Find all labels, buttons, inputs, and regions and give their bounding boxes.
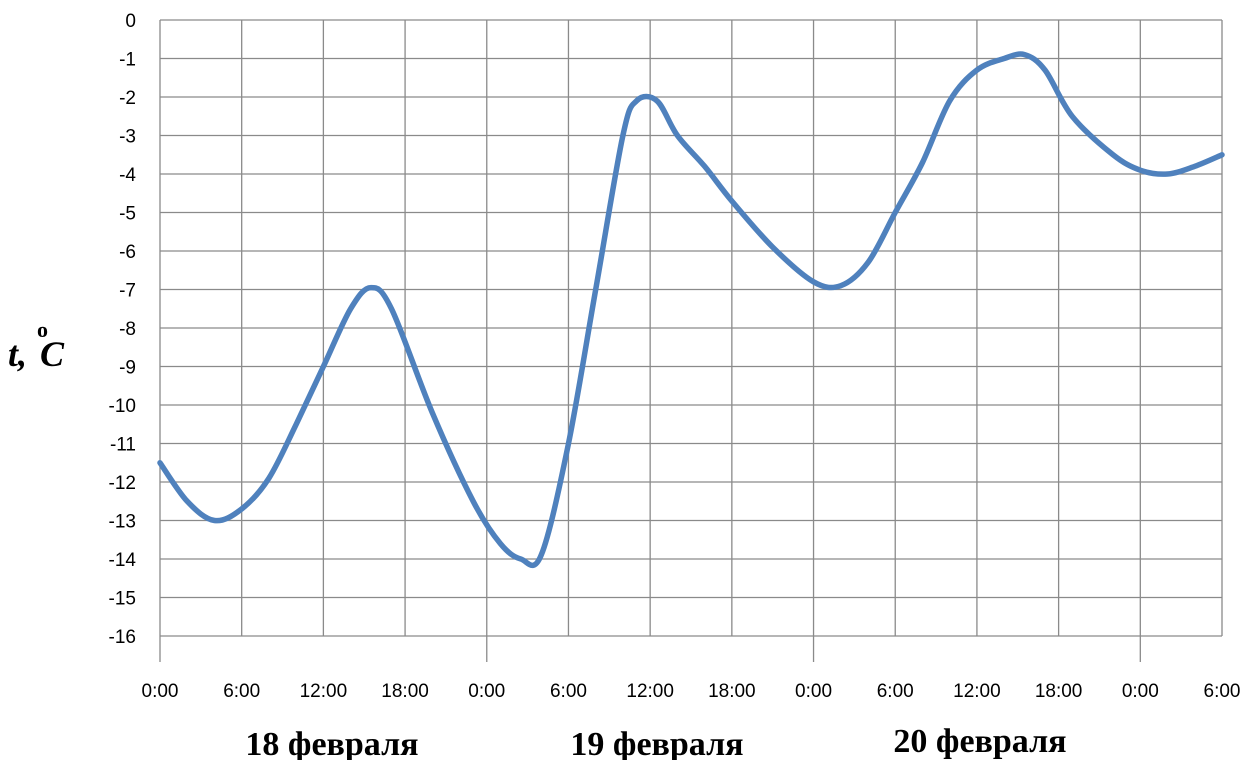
y-axis-label-unit: C	[40, 334, 65, 374]
x-tick-label: 0:00	[795, 681, 832, 702]
series	[157, 51, 1225, 569]
y-tick-label: 0	[125, 11, 136, 32]
date-label-2: 19 февраля	[570, 726, 743, 760]
x-tick-label: 18:00	[1035, 681, 1083, 702]
y-tick-label: -9	[119, 358, 136, 379]
y-tick-label: -14	[109, 550, 137, 571]
x-tick-label: 6:00	[1204, 681, 1241, 702]
x-tick-label: 18:00	[708, 681, 756, 702]
y-tick-label: -3	[119, 127, 136, 148]
x-axis-ticks: 0:00 6:00 12:00 18:00 0:00 6:00 12:00 18:00 0:00…	[142, 681, 1241, 702]
y-tick-label: -10	[109, 396, 136, 417]
y-axis-label: t, o C	[8, 317, 65, 374]
y-axis-label-var: t,	[8, 334, 27, 374]
x-tick-label: 0:00	[142, 681, 179, 702]
y-tick-label: -6	[119, 242, 136, 263]
x-tick-label: 12:00	[300, 681, 348, 702]
y-axis-label-degree: o	[37, 317, 48, 342]
y-tick-label: -5	[119, 204, 136, 225]
y-tick-label: -8	[119, 319, 136, 340]
temperature-series-line	[157, 51, 1225, 569]
y-tick-label: -4	[119, 165, 136, 186]
date-labels: 18 февраля 19 февраля 20 февраля	[245, 723, 1066, 760]
x-tick-label: 0:00	[1122, 681, 1159, 702]
x-tick-label: 18:00	[381, 681, 429, 702]
date-label-3: 20 февраля	[893, 723, 1066, 760]
x-tick-label: 6:00	[550, 681, 587, 702]
y-axis-ticks: 0 -1 -2 -3 -4 -5 -6 -7 -8 -9 -10 -11 -12 -13 -14 -15 -16	[109, 11, 137, 648]
x-tick-label: 12:00	[953, 681, 1001, 702]
x-tick-label: 0:00	[468, 681, 505, 702]
date-label-1: 18 февраля	[245, 726, 418, 760]
x-tick-label: 6:00	[223, 681, 260, 702]
x-tick-label: 12:00	[626, 681, 674, 702]
y-tick-label: -2	[119, 88, 136, 109]
y-tick-label: -13	[109, 512, 136, 533]
y-tick-label: -1	[119, 50, 136, 71]
y-tick-label: -7	[119, 281, 136, 302]
y-tick-label: -16	[109, 627, 136, 648]
y-tick-label: -15	[109, 589, 136, 610]
grid	[159, 19, 1223, 662]
x-tick-label: 6:00	[877, 681, 914, 702]
y-tick-label: -11	[110, 435, 136, 456]
y-tick-label: -12	[109, 473, 136, 494]
